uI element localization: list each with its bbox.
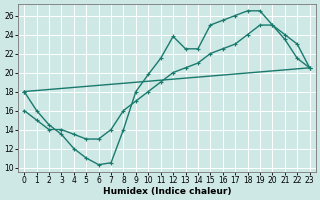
X-axis label: Humidex (Indice chaleur): Humidex (Indice chaleur) [103,187,231,196]
